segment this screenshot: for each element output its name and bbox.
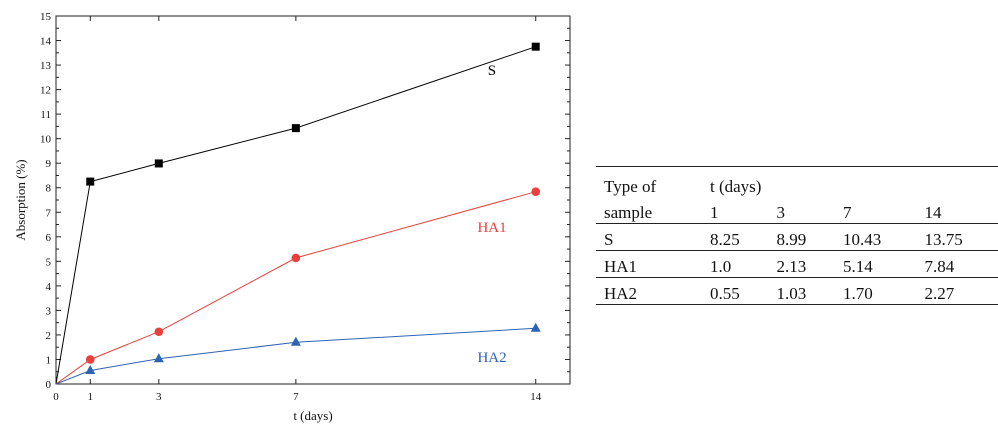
absorption-table: Type of t (days) sample 1 3 7 14 S 8.25 …: [596, 166, 998, 305]
y-tick-label: 9: [46, 158, 52, 170]
table-cell: 5.14: [834, 250, 917, 278]
series-label-ha2: HA2: [477, 350, 506, 366]
data-point-s: [531, 42, 540, 51]
table-header-cell: 3: [776, 203, 785, 222]
table-cell: 13.75: [916, 223, 998, 251]
y-tick-label: 5: [46, 256, 52, 268]
y-tick-label: 4: [46, 281, 52, 293]
table-cell: HA1: [596, 250, 702, 278]
data-point-s: [86, 177, 95, 186]
y-tick-label: 14: [40, 36, 52, 48]
y-tick-label: 1: [46, 354, 52, 366]
table-header-row-2: sample 1 3 7 14: [596, 197, 998, 224]
table-row: HA1 1.0 2.13 5.14 7.84: [596, 250, 998, 278]
table-row: S 8.25 8.99 10.43 13.75: [596, 223, 998, 251]
x-tick-label: 7: [293, 391, 299, 403]
data-point-ha1: [531, 187, 541, 196]
data-point-ha2: [290, 336, 301, 346]
table-cell: 0.55: [701, 277, 769, 305]
y-tick-label: 13: [40, 60, 52, 72]
table-header-cell: 1: [709, 203, 719, 222]
table-header-row-1: Type of t (days): [596, 166, 998, 197]
table-header-cell: 7: [842, 203, 852, 222]
data-point-ha2: [153, 353, 164, 363]
y-tick-label: 3: [46, 305, 52, 317]
table-cell: 2.27: [916, 277, 998, 305]
table-cell: 7.84: [916, 250, 998, 278]
series-line-ha1: [55, 191, 536, 385]
series-line-ha2: [55, 327, 536, 385]
x-axis-label: t (days): [293, 408, 332, 423]
table-cell: 8.99: [768, 223, 835, 251]
y-axis-label: Absorption (%): [13, 159, 28, 240]
series-label-ha1: HA1: [477, 220, 506, 236]
table-cell: 1.0: [701, 250, 769, 278]
table-cell: HA2: [596, 277, 702, 305]
data-point-ha1: [154, 327, 164, 337]
data-series: [55, 42, 541, 385]
table-cell: 10.43: [834, 223, 917, 251]
x-tick-label: 14: [530, 391, 542, 403]
series-line-s: [55, 46, 536, 385]
table-header-cell: t (days): [701, 166, 998, 197]
series-label-s: S: [488, 63, 496, 79]
y-tick-label: 7: [46, 207, 52, 219]
y-tick-label: 15: [40, 11, 52, 23]
table-cell: 2.13: [768, 250, 835, 278]
table-header-cell: 14: [924, 203, 942, 222]
y-tick-label: 10: [40, 134, 52, 146]
table-cell: 8.25: [701, 223, 769, 251]
x-tick-label: 1: [88, 391, 94, 403]
y-tick-label: 8: [46, 183, 52, 195]
data-point-s: [154, 159, 163, 168]
y-tick-label: 11: [40, 109, 51, 121]
data-point-ha1: [291, 253, 301, 263]
x-tick-label: 3: [156, 391, 162, 403]
series-labels: S HA1 HA2: [477, 63, 506, 366]
table-row: HA2 0.55 1.03 1.70 2.27: [596, 277, 998, 305]
table-cell: S: [596, 223, 702, 251]
table-cell: 1.03: [768, 277, 835, 305]
y-tick-label: 2: [46, 330, 52, 342]
data-point-ha2: [530, 322, 541, 332]
table-header-cell: sample: [604, 203, 653, 222]
y-tick-label: 6: [46, 232, 52, 244]
x-tick-label: 0: [53, 391, 59, 403]
data-point-ha1: [85, 355, 95, 364]
axis-ticks: [55, 15, 570, 385]
table-header-cell: Type of: [596, 166, 702, 197]
data-point-s: [291, 124, 300, 133]
y-tick-label: 0: [46, 379, 52, 391]
y-tick-label: 12: [40, 85, 51, 97]
data-point-ha2: [85, 365, 96, 375]
table-cell: 1.70: [834, 277, 917, 305]
